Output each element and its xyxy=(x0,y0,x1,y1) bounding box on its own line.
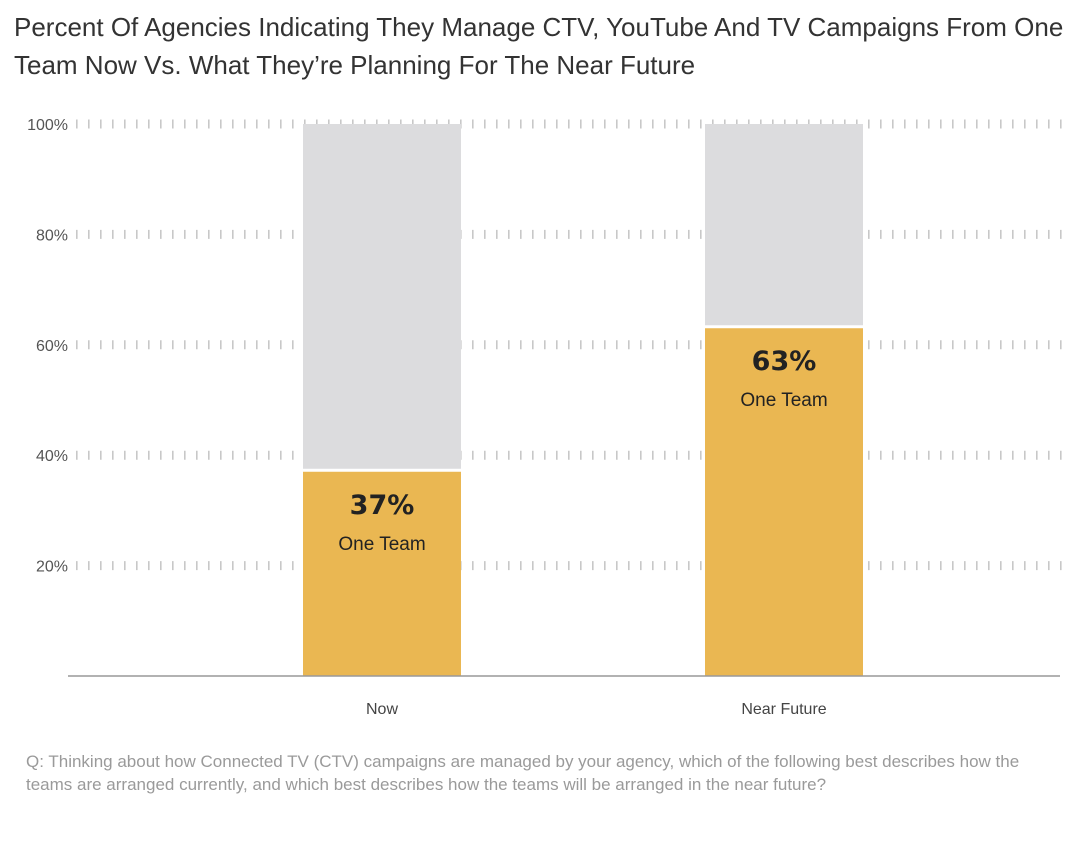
bar-percent-label: 63% xyxy=(752,346,817,377)
bar-one-team xyxy=(705,328,863,676)
y-tick-label: 100% xyxy=(27,117,68,134)
x-category-label: Near Future xyxy=(741,701,826,718)
bar-segment-label: One Team xyxy=(740,390,827,411)
y-tick-label: 80% xyxy=(36,227,68,244)
y-tick-label: 60% xyxy=(36,338,68,355)
question-footnote: Q: Thinking about how Connected TV (CTV)… xyxy=(26,752,1020,794)
gridlines xyxy=(76,119,1062,571)
bar-remainder xyxy=(303,124,461,469)
x-axis-categories: Now Near Future xyxy=(366,701,827,718)
bar-percent-label: 37% xyxy=(350,490,415,521)
y-tick-label: 20% xyxy=(36,559,68,576)
y-axis-ticks: 20% 40% 60% 80% 100% xyxy=(27,117,68,576)
chart-title: Percent Of Agencies Indicating They Mana… xyxy=(14,12,1064,80)
x-category-label: Now xyxy=(366,701,398,718)
y-tick-label: 40% xyxy=(36,448,68,465)
bar-one-team xyxy=(303,471,461,676)
bar-segment-label: One Team xyxy=(338,534,425,555)
bar-remainder xyxy=(705,124,863,326)
bars: 37% One Team 63% One Team xyxy=(303,124,863,676)
